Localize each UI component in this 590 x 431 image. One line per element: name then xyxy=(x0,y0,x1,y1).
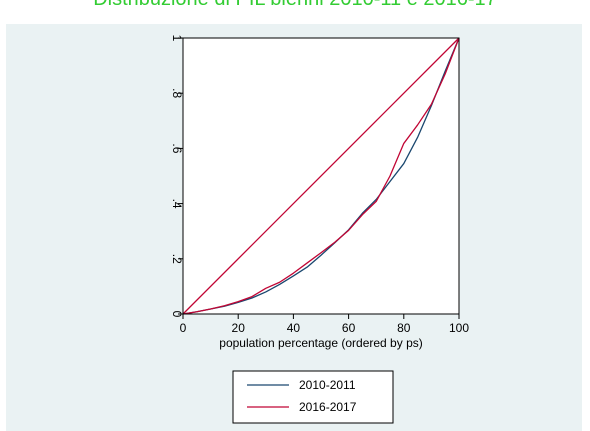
y-tick-label: .6 xyxy=(170,143,184,153)
chart-title: Distribuzione di PIL bienni 2010-11 e 20… xyxy=(0,0,590,11)
x-axis-label: population percentage (ordered by ps) xyxy=(219,336,422,350)
x-tick-label: 80 xyxy=(397,321,411,335)
x-tick-label: 60 xyxy=(342,321,356,335)
x-tick-label: 20 xyxy=(232,321,246,335)
x-tick-label: 0 xyxy=(180,321,187,335)
y-tick-label: 0 xyxy=(170,311,184,318)
legend-label: 2010-2011 xyxy=(299,378,356,392)
legend-label: 2016-2017 xyxy=(299,400,357,414)
chart-panel: 0 20 40 60 80 100 0 .2 .4 .6 .8 1 population percen… xyxy=(6,24,582,431)
x-tick-label: 100 xyxy=(449,321,469,335)
axes-layer: 0 20 40 60 80 100 0 .2 .4 .6 .8 1 xyxy=(170,35,469,335)
equality-line xyxy=(182,37,460,315)
y-tick-label: .4 xyxy=(170,199,184,209)
equality-line-layer xyxy=(182,37,460,315)
lorenz-chart: 0 20 40 60 80 100 0 .2 .4 .6 .8 1 population percen… xyxy=(170,35,469,424)
x-tick-label: 40 xyxy=(287,321,301,335)
series-line-2016-2017 xyxy=(182,37,460,315)
series-layer xyxy=(182,37,460,315)
legend-box xyxy=(232,370,394,424)
y-tick-label: 1 xyxy=(170,35,184,42)
plot-frame xyxy=(182,37,460,315)
legend: 2010-2011 2016-2017 xyxy=(232,370,394,424)
y-tick-label: .8 xyxy=(170,88,184,98)
y-tick-label: .2 xyxy=(170,254,184,264)
